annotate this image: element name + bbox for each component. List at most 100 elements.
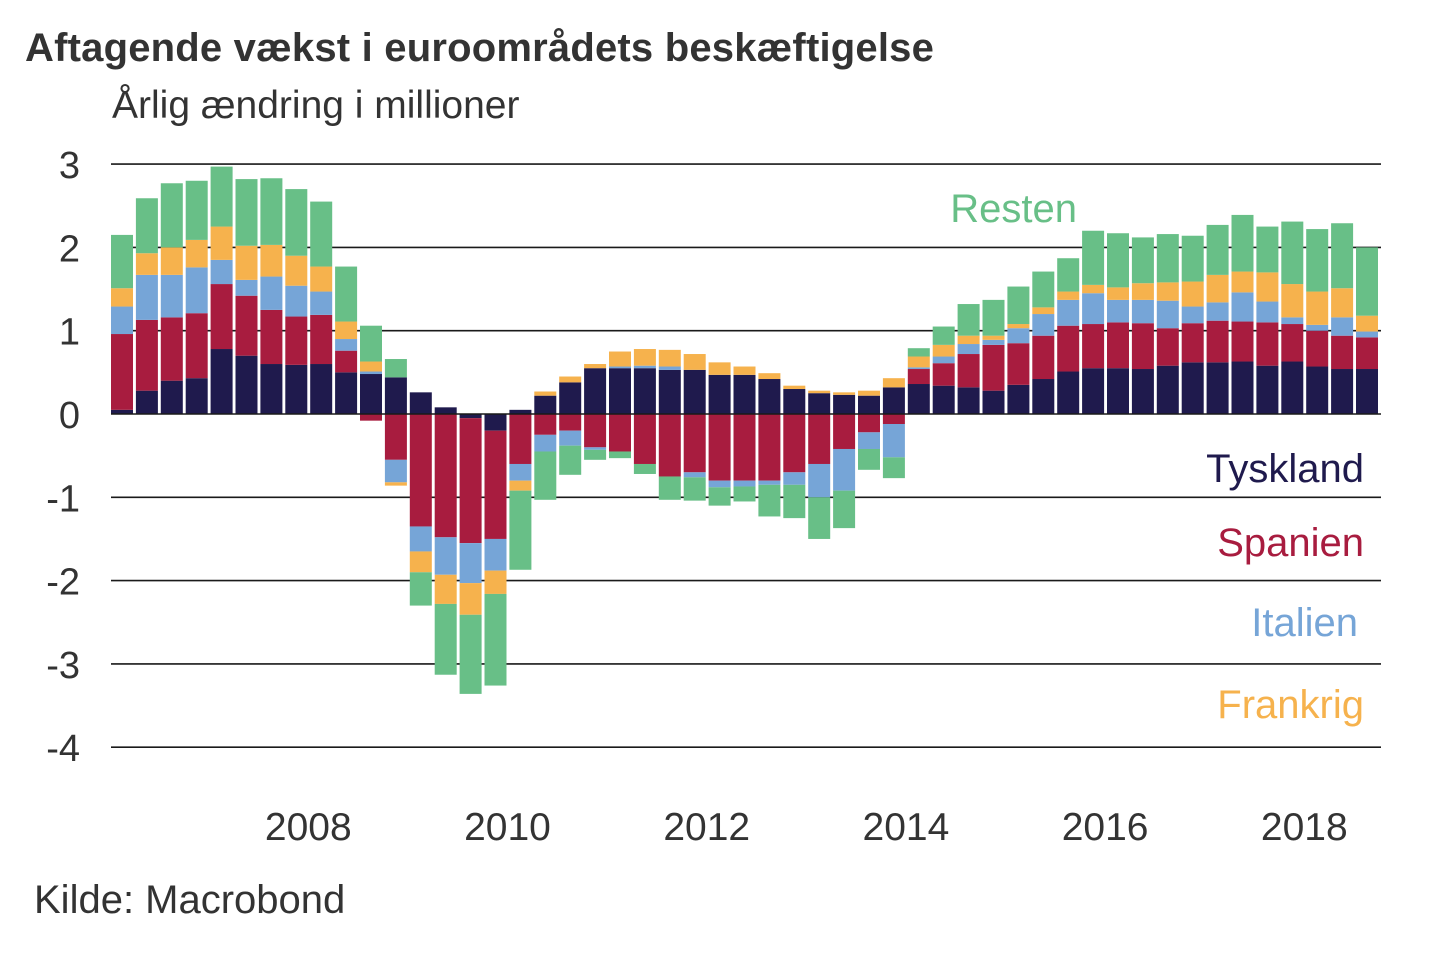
- bar-segment-frankrig: [1032, 307, 1055, 315]
- bar-segment-resten: [683, 477, 706, 501]
- bar-segment-tyskland: [1231, 361, 1254, 414]
- bar-segment-italien: [584, 447, 607, 450]
- bar-segment-resten: [1306, 229, 1329, 292]
- bar-segment-italien: [260, 276, 283, 310]
- bars: [111, 166, 1378, 694]
- bar-segment-frankrig: [982, 335, 1005, 340]
- bar-segment-tyskland: [285, 364, 308, 414]
- bar-segment-frankrig: [235, 245, 258, 280]
- bar-segment-italien: [409, 526, 432, 552]
- bar-segment-tyskland: [708, 374, 731, 414]
- bar-segment-spanien: [1032, 335, 1055, 380]
- bar-segment-spanien: [135, 319, 158, 391]
- bar-segment-spanien: [683, 414, 706, 473]
- legend-label-tyskland: Tyskland: [1206, 447, 1364, 491]
- bar-segment-tyskland: [1256, 365, 1279, 414]
- bar-segment-frankrig: [1082, 284, 1105, 294]
- bar-segment-italien: [1281, 317, 1304, 325]
- bar-segment-frankrig: [584, 364, 607, 369]
- bar-segment-resten: [384, 359, 407, 378]
- bar-segment-tyskland: [1181, 362, 1204, 414]
- bar-segment-resten: [1281, 221, 1304, 285]
- bar-segment-italien: [932, 356, 955, 364]
- bar-segment-tyskland: [559, 382, 582, 414]
- bar-segment-tyskland: [858, 395, 880, 414]
- legend-label-spanien: Spanien: [1217, 521, 1364, 565]
- bar-segment-resten: [882, 457, 905, 479]
- legend-label-frankrig: Frankrig: [1217, 683, 1364, 727]
- y-axis-ticks: 3 2 1 0 -1 -2 -3 -4: [46, 145, 80, 770]
- bar-segment-italien: [335, 339, 358, 351]
- y-tick-label: -2: [46, 562, 80, 604]
- bar-segment-italien: [982, 339, 1005, 345]
- bar-segment-italien: [160, 274, 183, 318]
- bar-segment-frankrig: [733, 366, 756, 375]
- bar-segment-tyskland: [907, 384, 930, 414]
- bar-segment-resten: [982, 299, 1005, 336]
- bar-segment-tyskland: [509, 409, 532, 414]
- bar-segment-spanien: [633, 414, 656, 464]
- bar-segment-resten: [1057, 258, 1080, 292]
- bar-segment-italien: [285, 285, 308, 317]
- bar-segment-frankrig: [335, 321, 358, 340]
- bar-segment-italien: [210, 259, 233, 285]
- bar-segment-spanien: [808, 414, 831, 464]
- bar-segment-resten: [1032, 271, 1055, 308]
- bar-segment-frankrig: [285, 255, 308, 286]
- bar-segment-spanien: [111, 334, 133, 410]
- bar-segment-spanien: [1131, 323, 1154, 370]
- bar-segment-italien: [1131, 299, 1154, 324]
- bar-segment-frankrig: [633, 349, 656, 366]
- bar-segment-italien: [758, 480, 781, 485]
- bar-segment-spanien: [310, 314, 333, 365]
- bar-segment-resten: [335, 266, 358, 322]
- bar-segment-resten: [658, 476, 681, 500]
- x-axis-ticks: 2008 2010 2012 2014 2016 2018: [265, 806, 1348, 849]
- bar-segment-resten: [1256, 226, 1279, 273]
- bar-segment-frankrig: [758, 373, 781, 380]
- bar-segment-resten: [484, 593, 507, 686]
- bar-segment-frankrig: [1231, 271, 1254, 293]
- bar-segment-tyskland: [957, 387, 980, 414]
- bar-segment-tyskland: [1032, 379, 1055, 414]
- bar-segment-tyskland: [409, 392, 432, 414]
- bar-segment-tyskland: [683, 369, 706, 414]
- bar-segment-frankrig: [808, 390, 831, 394]
- bar-segment-spanien: [1256, 322, 1279, 366]
- bar-segment-spanien: [1007, 343, 1030, 385]
- bar-segment-tyskland: [758, 379, 781, 414]
- bar-segment-frankrig: [1181, 281, 1204, 307]
- bar-segment-spanien: [1156, 328, 1179, 366]
- bar-segment-italien: [1032, 314, 1055, 336]
- bar-segment-italien: [360, 371, 382, 375]
- bar-segment-frankrig: [160, 247, 183, 275]
- bar-segment-italien: [833, 448, 856, 491]
- bar-segment-tyskland: [260, 364, 283, 414]
- bar-segment-frankrig: [783, 385, 806, 390]
- bar-segment-spanien: [1107, 322, 1129, 369]
- bar-segment-resten: [808, 497, 831, 539]
- bar-segment-tyskland: [833, 394, 856, 414]
- bar-segment-frankrig: [185, 239, 208, 268]
- bar-segment-italien: [1082, 293, 1105, 325]
- chart-title: Aftagende vækst i euroområdets beskæftig…: [25, 26, 935, 70]
- bar-segment-spanien: [360, 414, 382, 421]
- bar-segment-resten: [783, 484, 806, 519]
- bar-segment-resten: [858, 448, 880, 470]
- bar-segment-italien: [1107, 299, 1129, 323]
- bar-segment-italien: [534, 434, 557, 452]
- bar-segment-tyskland: [135, 390, 158, 414]
- bar-segment-spanien: [235, 295, 258, 356]
- y-tick-label: -3: [46, 645, 80, 687]
- bar-segment-spanien: [758, 414, 781, 481]
- bar-segment-italien: [559, 430, 582, 446]
- bar-segment-resten: [1331, 223, 1354, 289]
- bar-segment-frankrig: [1306, 291, 1329, 325]
- bar-segment-spanien: [160, 317, 183, 381]
- bar-segment-frankrig: [1281, 284, 1304, 318]
- bar-segment-frankrig: [858, 390, 880, 396]
- bar-segment-frankrig: [111, 288, 133, 307]
- bar-segment-italien: [907, 367, 930, 370]
- bar-segment-spanien: [1306, 330, 1329, 367]
- bar-segment-tyskland: [982, 390, 1005, 414]
